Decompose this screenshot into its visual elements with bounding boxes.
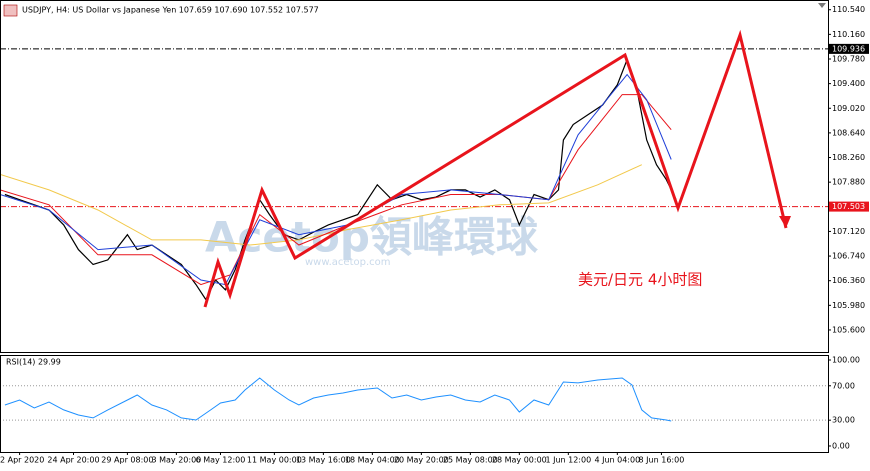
level-label: 109.936: [832, 44, 865, 53]
symbol-icon: [3, 4, 18, 17]
x-tick-label: 1 Jun 12:00: [545, 456, 591, 465]
x-tick-label: 20 May 20:00: [394, 456, 449, 465]
x-tick-label: 6 May 12:00: [196, 456, 246, 465]
x-tick-label: 18 May 04:00: [345, 456, 400, 465]
level-label-box: [829, 201, 869, 212]
level-label-box: [829, 43, 869, 54]
y-tick-label: 107.880: [832, 178, 865, 187]
y-tick-label: 105.600: [832, 325, 865, 334]
y-tick-label: 106.360: [832, 276, 865, 285]
series-line: [4, 377, 672, 422]
watermark-brand: Acetop領峰環球: [205, 213, 539, 262]
x-tick-label: 13 May 16:00: [296, 456, 351, 465]
y-tick-label: 107.120: [832, 227, 865, 236]
y-tick-label: 106.740: [832, 252, 865, 261]
chart-title: USDJPY, H4: US Dollar vs Japanese Yen 10…: [22, 6, 319, 15]
arrow-head: [779, 216, 791, 228]
marks: [0, 48, 828, 422]
level-label: 107.503: [832, 202, 865, 211]
y-tick-label: 105.980: [832, 301, 865, 310]
x-tick-label: 4 Jun 04:00: [594, 456, 640, 465]
watermark-url: www.acetop.com: [305, 257, 391, 268]
y-tick-label: 70.00: [832, 381, 855, 390]
y-tick-label: 108.640: [832, 128, 865, 137]
rsi-title: RSI(14) 29.99: [6, 358, 61, 367]
series-line: [4, 57, 677, 301]
zigzag-arrow: [203, 29, 788, 308]
y-tick-label: 109.400: [832, 79, 865, 88]
x-tick-label: 25 May 08:00: [443, 456, 498, 465]
y-tick-label: 0.00: [832, 441, 850, 450]
price-frame: [0, 0, 829, 353]
x-tick-label: 3 May 20:00: [151, 456, 201, 465]
annotation: 美元/日元 4小时图: [578, 271, 702, 289]
y-tick-label: 100.00: [832, 355, 860, 364]
y-tick-label: 108.260: [832, 153, 865, 162]
y-tick-label: 109.020: [832, 104, 865, 113]
x-tick-label: 8 Jun 16:00: [639, 456, 685, 465]
y-tick-label: 110.540: [832, 5, 865, 14]
corner-marker: [818, 3, 826, 8]
y-tick-label: 30.00: [832, 416, 855, 425]
rsi-frame: [0, 355, 829, 453]
x-tick-label: 22 Apr 2020: [0, 456, 44, 465]
x-tick-label: 28 May 00:00: [492, 456, 547, 465]
y-tick-label: 109.780: [832, 54, 865, 63]
y-tick-label: 110.160: [832, 30, 865, 39]
x-tick-label: 11 May 00:00: [247, 456, 302, 465]
x-tick-label: 24 Apr 20:00: [47, 456, 99, 465]
x-tick-label: 29 Apr 08:00: [101, 456, 153, 465]
